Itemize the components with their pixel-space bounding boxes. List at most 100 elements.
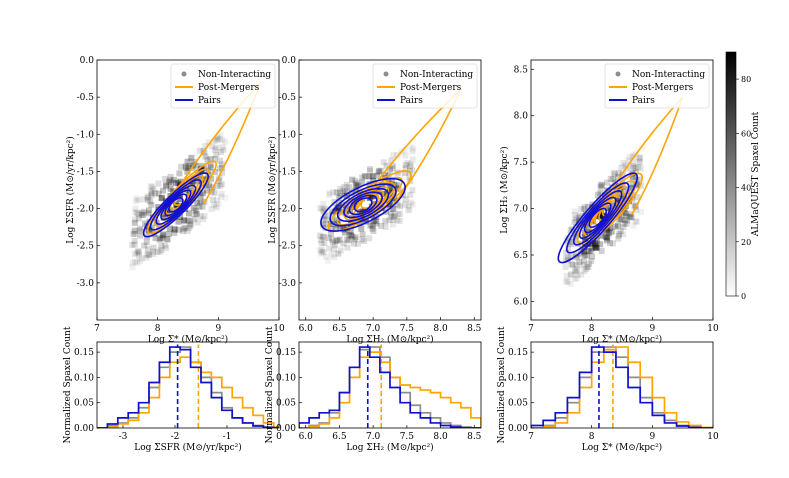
x-tick-label: 7.0 — [366, 432, 381, 442]
x-tick-label: 8.0 — [433, 324, 448, 334]
density-cell — [182, 224, 189, 231]
density-cell — [190, 204, 197, 211]
density-cell — [373, 172, 380, 179]
plot-area — [97, 344, 279, 428]
legend-label: Non-Interacting — [198, 70, 271, 80]
density-cell — [628, 214, 635, 221]
x-tick-label: 7.5 — [400, 432, 415, 442]
x-tick-label: 8.0 — [433, 432, 448, 442]
density-cell — [409, 167, 416, 174]
density-cell — [367, 167, 374, 174]
density-cell — [188, 154, 195, 161]
density-cell — [624, 165, 631, 172]
density-cell — [196, 203, 203, 210]
density-cell — [571, 211, 578, 218]
density-cell — [322, 253, 329, 260]
panel-frame — [298, 59, 482, 321]
density-cell — [619, 183, 626, 190]
density-cell — [583, 266, 590, 273]
density-cell — [346, 231, 353, 238]
y-axis-label: Normalized Spaxel Count — [497, 326, 507, 443]
density-cell — [615, 235, 622, 242]
density-cell — [327, 220, 334, 227]
panel-frame — [530, 59, 714, 321]
density-cell — [337, 185, 344, 192]
density-cell — [390, 217, 397, 224]
density-cell — [177, 178, 184, 185]
density-cell — [572, 267, 579, 274]
density-cell — [138, 209, 145, 216]
legend-label: Post-Mergers — [198, 83, 260, 93]
density-cell — [369, 225, 376, 232]
density-cell — [193, 174, 200, 181]
x-tick-label: 9 — [215, 324, 221, 334]
density-cell — [621, 220, 628, 227]
density-cell — [201, 213, 208, 220]
density-cell — [393, 216, 400, 223]
density-cell — [573, 275, 580, 282]
density-cell — [334, 237, 341, 244]
density-cell — [562, 278, 569, 285]
density-cell — [184, 168, 191, 175]
y-tick-label: 0.0 — [80, 56, 95, 66]
density-cell — [332, 207, 339, 214]
density-cell — [632, 201, 639, 208]
x-tick-label: 8.5 — [467, 324, 482, 334]
density-cell — [145, 193, 152, 200]
density-cell — [144, 251, 151, 258]
density-cell — [160, 187, 167, 194]
density-cell — [337, 192, 344, 199]
density-cell — [390, 152, 397, 159]
density-cell — [386, 184, 393, 191]
legend-box — [604, 63, 710, 109]
density-cell — [218, 193, 225, 200]
density-cell — [319, 247, 326, 254]
density-cell — [583, 252, 590, 259]
density-cell — [397, 217, 404, 224]
x-tick-label: 0 — [276, 432, 282, 442]
density-cell — [186, 163, 193, 170]
density-cell — [131, 228, 138, 235]
density-cell — [616, 215, 623, 222]
hist-post-mergers — [531, 346, 713, 428]
density-cell — [407, 162, 414, 169]
density-cell — [359, 174, 366, 181]
density-cell — [143, 254, 150, 261]
y-tick-label: 0.00 — [508, 424, 528, 434]
density-cell — [145, 210, 152, 217]
density-cell — [583, 223, 590, 230]
density-cell — [383, 190, 390, 197]
density-cell — [580, 205, 587, 212]
density-cell — [140, 212, 147, 219]
legend-label: Post-Mergers — [632, 83, 694, 93]
density-cell — [211, 156, 218, 163]
colorbar-label: ALMaQUEST Spaxel Count — [751, 111, 761, 237]
density-cell — [585, 248, 592, 255]
colorbar-tick-label: 40 — [741, 184, 751, 193]
y-tick-label: -2.0 — [77, 205, 95, 215]
density-cell — [567, 227, 574, 234]
density-cell — [389, 205, 396, 212]
density-cell — [597, 232, 604, 239]
density-cell — [325, 257, 332, 264]
density-cell — [160, 231, 167, 238]
density-cell — [581, 252, 588, 259]
density-cell — [602, 234, 609, 241]
density-cell — [168, 179, 175, 186]
density-cell — [606, 240, 613, 247]
density-cell — [187, 221, 194, 228]
density-cell — [136, 249, 143, 256]
density-cell — [212, 203, 219, 210]
density-cell — [611, 171, 618, 178]
density-cell — [322, 224, 329, 231]
density-cell — [565, 245, 572, 252]
contour-pairs-3 — [160, 189, 192, 221]
density-cell — [199, 203, 206, 210]
density-cell — [155, 180, 162, 187]
density-cell — [387, 188, 394, 195]
density-cell — [394, 151, 401, 158]
density-cell — [208, 143, 215, 150]
y-tick-label: 0.05 — [74, 399, 94, 409]
density-cell — [345, 237, 352, 244]
contour-pairs-2 — [155, 184, 197, 225]
